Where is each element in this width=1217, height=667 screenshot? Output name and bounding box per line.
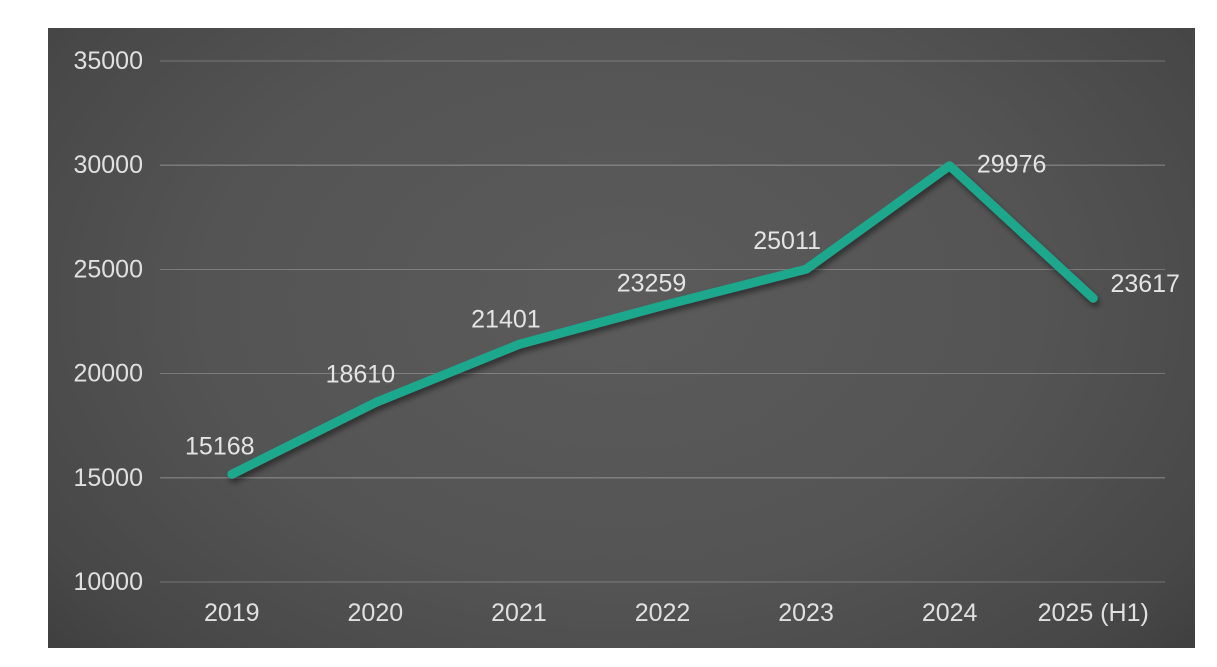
line-chart-panel: 35000 30000 25000 20000 15000 10000 2019 2020 20… xyxy=(48,28,1195,648)
x-axis-tick-label: 2024 xyxy=(922,599,978,627)
y-axis-tick-label: 25000 xyxy=(73,255,143,283)
y-axis-tick-label: 10000 xyxy=(73,568,143,596)
x-axis-tick-label: 2019 xyxy=(204,599,260,627)
x-axis-tick-label: 2020 xyxy=(348,599,404,627)
line-chart: 35000 30000 25000 20000 15000 10000 2019 2020 20… xyxy=(73,47,1180,627)
x-axis-tick-label: 2023 xyxy=(778,599,834,627)
data-point-label: 18610 xyxy=(326,361,396,389)
data-point-label: 23617 xyxy=(1110,270,1180,298)
x-axis-tick-label: 2022 xyxy=(635,599,691,627)
y-axis-tick-label: 30000 xyxy=(73,151,143,179)
data-point-label: 21401 xyxy=(471,305,541,333)
data-point-label: 25011 xyxy=(753,227,821,255)
series-line xyxy=(227,161,1098,479)
y-axis-tick-label: 15000 xyxy=(73,464,143,492)
data-point-label: 23259 xyxy=(617,270,687,298)
x-axis-tick-label: 2021 xyxy=(491,599,547,627)
data-point-label: 29976 xyxy=(977,151,1047,179)
x-axis-tick-label: 2025 (H1) xyxy=(1038,599,1149,627)
y-axis-tick-label: 35000 xyxy=(73,47,143,75)
y-axis-tick-label: 20000 xyxy=(73,360,143,388)
data-point-label: 15168 xyxy=(185,432,255,460)
